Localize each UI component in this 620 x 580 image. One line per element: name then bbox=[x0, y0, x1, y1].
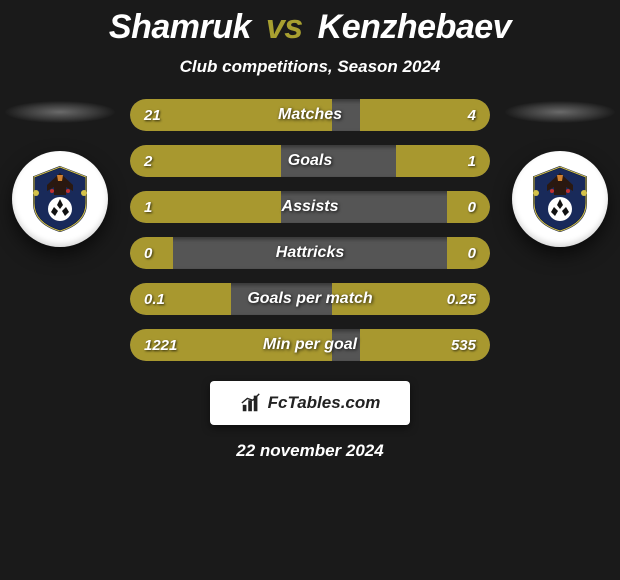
stat-row-min-per-goal: 1221 Min per goal 535 bbox=[130, 329, 490, 361]
brand-text: FcTables.com bbox=[268, 393, 381, 413]
stat-left-value: 2 bbox=[144, 153, 152, 170]
subtitle: Club competitions, Season 2024 bbox=[180, 57, 441, 77]
stat-right-value: 4 bbox=[468, 107, 476, 124]
crest-icon bbox=[24, 163, 96, 235]
stats-area: 21 Matches 4 2 Goals 1 1 Assists 0 bbox=[0, 99, 620, 361]
player2-name: Kenzhebaev bbox=[318, 8, 511, 46]
comparison-title: Shamruk vs Kenzhebaev bbox=[109, 8, 511, 47]
vs-label: vs bbox=[266, 8, 303, 46]
brand-logo-icon bbox=[240, 392, 262, 414]
player2-column bbox=[500, 99, 620, 247]
stat-left-value: 0.1 bbox=[144, 291, 165, 308]
stat-row-assists: 1 Assists 0 bbox=[130, 191, 490, 223]
stat-right-value: 0 bbox=[468, 199, 476, 216]
player1-badge bbox=[12, 151, 108, 247]
brand-box[interactable]: FcTables.com bbox=[210, 381, 410, 425]
stat-right-value: 535 bbox=[451, 337, 476, 354]
stat-left-value: 21 bbox=[144, 107, 161, 124]
stat-right-value: 0 bbox=[468, 245, 476, 262]
player1-column bbox=[0, 99, 120, 247]
stat-right-value: 1 bbox=[468, 153, 476, 170]
date-label: 22 november 2024 bbox=[236, 441, 383, 461]
stat-left-value: 1 bbox=[144, 199, 152, 216]
stat-left-value: 0 bbox=[144, 245, 152, 262]
player1-shadow bbox=[5, 101, 115, 123]
stat-label: Hattricks bbox=[276, 244, 344, 262]
stat-left-value: 1221 bbox=[144, 337, 177, 354]
player2-shadow bbox=[505, 101, 615, 123]
stat-left-fill bbox=[130, 191, 281, 223]
stat-bars: 21 Matches 4 2 Goals 1 1 Assists 0 bbox=[130, 99, 490, 361]
stat-label: Matches bbox=[278, 106, 342, 124]
stat-row-goals: 2 Goals 1 bbox=[130, 145, 490, 177]
player1-name: Shamruk bbox=[109, 8, 251, 46]
stat-label: Goals bbox=[288, 152, 332, 170]
stat-left-fill bbox=[130, 145, 281, 177]
stat-label: Min per goal bbox=[263, 336, 357, 354]
stat-row-matches: 21 Matches 4 bbox=[130, 99, 490, 131]
stat-label: Goals per match bbox=[247, 290, 372, 308]
crest-icon bbox=[524, 163, 596, 235]
stat-right-value: 0.25 bbox=[447, 291, 476, 308]
player2-badge bbox=[512, 151, 608, 247]
stat-row-goals-per-match: 0.1 Goals per match 0.25 bbox=[130, 283, 490, 315]
stat-label: Assists bbox=[282, 198, 339, 216]
stat-row-hattricks: 0 Hattricks 0 bbox=[130, 237, 490, 269]
